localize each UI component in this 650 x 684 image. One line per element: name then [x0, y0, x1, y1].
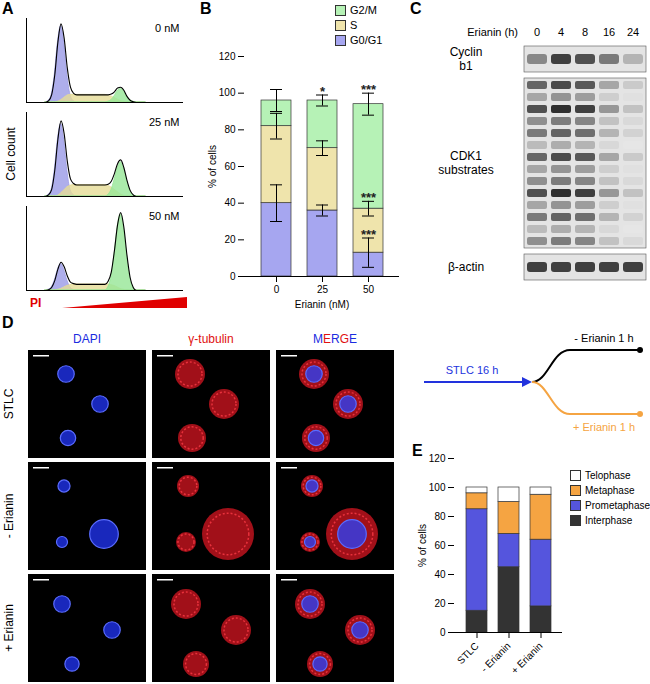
svg-text:β-actin: β-actin [448, 260, 484, 274]
svg-text:20: 20 [224, 234, 236, 245]
svg-text:50: 50 [363, 284, 375, 295]
svg-text:4: 4 [558, 26, 564, 38]
svg-text:24: 24 [627, 26, 639, 38]
html-text:Prometaphase: Prometaphase [585, 500, 650, 511]
svg-text:50 nM: 50 nM [149, 210, 180, 222]
svg-text:DAPI: DAPI [73, 332, 101, 346]
svg-text:PI: PI [30, 296, 41, 310]
svg-text:+ Erianin: + Erianin [2, 604, 16, 652]
svg-text:STLC: STLC [2, 388, 16, 419]
svg-text:80: 80 [224, 124, 236, 135]
svg-text:Erianin (nM): Erianin (nM) [295, 299, 349, 310]
html-text:G0/G1: G0/G1 [350, 34, 383, 46]
html-text:S: S [350, 19, 358, 31]
svg-text:Cyclinb1: Cyclinb1 [450, 45, 483, 73]
html-text:G2/M: G2/M [350, 4, 377, 16]
html-text:D: D [2, 314, 14, 331]
svg-text:*: * [320, 84, 326, 99]
svg-text:% of cells: % of cells [207, 145, 218, 188]
svg-text:16: 16 [603, 26, 615, 38]
svg-text:+ Erianin 1 h: + Erianin 1 h [573, 421, 635, 433]
svg-text:80: 80 [434, 511, 446, 522]
html-text:B: B [200, 0, 212, 17]
svg-text:120: 120 [219, 51, 236, 62]
svg-text:0: 0 [230, 271, 236, 282]
svg-text:60: 60 [224, 161, 236, 172]
svg-text:60: 60 [434, 540, 446, 551]
html-text:E: E [412, 442, 423, 459]
svg-text:***: *** [361, 190, 377, 205]
svg-text:STLC: STLC [455, 640, 481, 666]
svg-text:120: 120 [429, 453, 446, 464]
svg-text:20: 20 [434, 598, 446, 609]
svg-text:8: 8 [582, 26, 588, 38]
svg-text:25 nM: 25 nM [149, 116, 180, 128]
svg-text:Erianin (h): Erianin (h) [467, 26, 518, 38]
svg-text:***: *** [361, 82, 377, 97]
svg-text:25: 25 [317, 284, 329, 295]
svg-text:100: 100 [219, 87, 236, 98]
svg-text:MERGE: MERGE [313, 332, 357, 346]
svg-text:40: 40 [224, 197, 236, 208]
svg-text:100: 100 [429, 482, 446, 493]
html-text:C: C [410, 0, 422, 17]
svg-text:- Erianin 1 h: - Erianin 1 h [574, 332, 633, 344]
html-text:Interphase: Interphase [585, 515, 633, 526]
svg-text:0: 0 [440, 627, 446, 638]
html-text:Metaphase: Metaphase [585, 485, 635, 496]
svg-text:% of cells: % of cells [417, 524, 428, 567]
html-text:A: A [2, 0, 14, 17]
html-text:Telophase: Telophase [585, 470, 631, 481]
svg-text:+ Erianin: + Erianin [509, 640, 545, 676]
svg-text:STLC 16 h: STLC 16 h [446, 364, 499, 376]
svg-text:***: *** [361, 227, 377, 242]
svg-text:40: 40 [434, 569, 446, 580]
svg-text:γ-tubulin: γ-tubulin [188, 332, 233, 346]
svg-text:0 nM: 0 nM [155, 22, 179, 34]
svg-text:- Erianin: - Erianin [479, 640, 513, 674]
svg-text:0: 0 [274, 284, 280, 295]
svg-text:- Erianin: - Erianin [2, 494, 16, 539]
svg-text:CDK1substrates: CDK1substrates [438, 149, 493, 177]
svg-text:Cell count: Cell count [4, 127, 18, 181]
svg-text:0: 0 [534, 26, 540, 38]
